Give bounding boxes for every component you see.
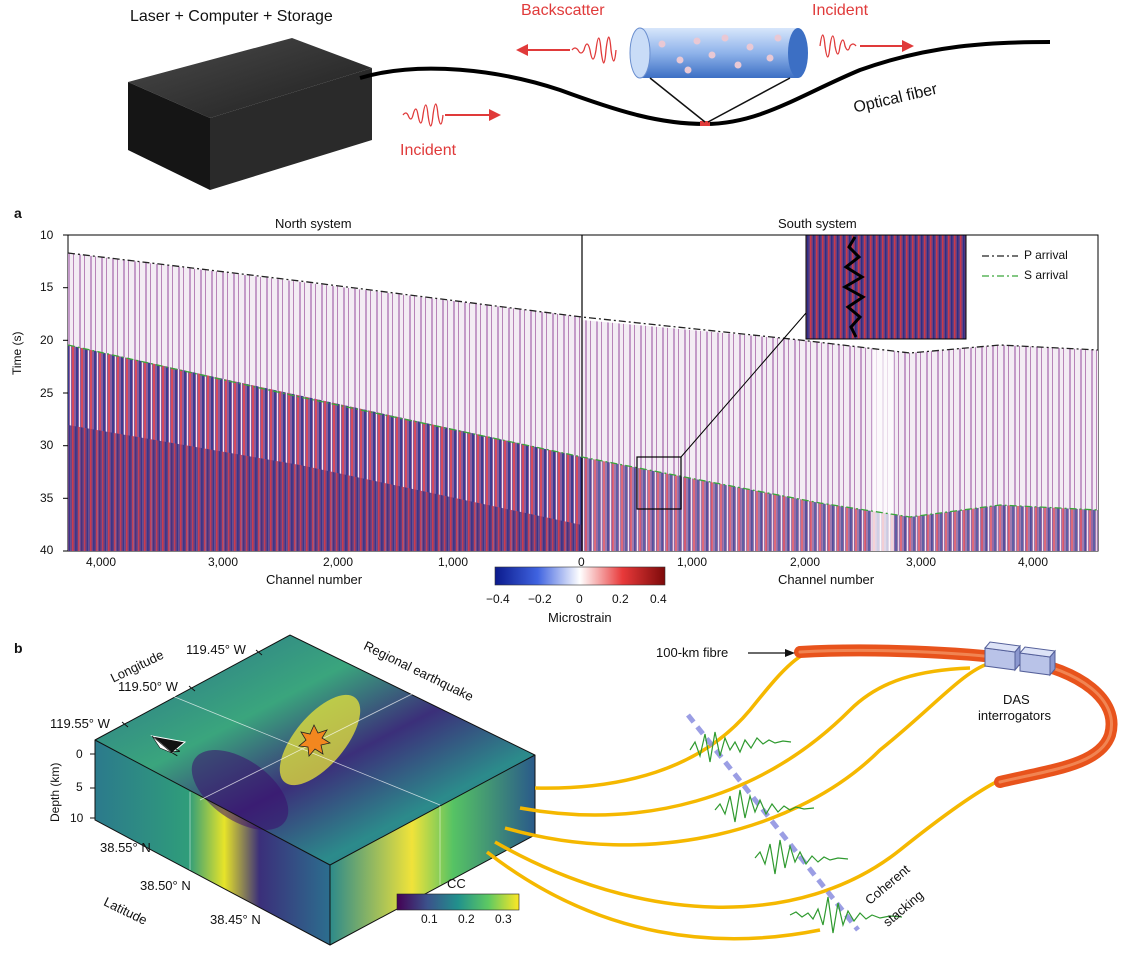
cc-tick-label: 0.3 (495, 912, 512, 926)
colorbar-tick: 0.4 (650, 592, 667, 606)
north-x-axis-label: Channel number (266, 572, 363, 587)
panel-b-letter: b (14, 640, 23, 656)
backscatter-wavelet (571, 36, 617, 64)
y-tick-label: 10 (40, 228, 54, 242)
x-tick-label: 0 (578, 555, 585, 569)
cc-colorbar (396, 893, 520, 911)
north-system-title: North system (275, 216, 352, 231)
x-tick-label: 2,000 (790, 555, 821, 569)
x-tick-label: 1,000 (438, 555, 469, 569)
lat-tick-label: 38.50° N (140, 878, 191, 893)
y-tick-label: 40 (40, 543, 54, 557)
colorbar-tick: −0.2 (528, 592, 552, 606)
south-system-title: South system (778, 216, 857, 231)
panel-a-letter: a (14, 205, 22, 221)
north-waveform-field (68, 253, 582, 551)
cc-tick-label: 0.1 (421, 912, 438, 926)
colorbar-tick: −0.4 (486, 592, 510, 606)
cc-tick-label: 0.2 (458, 912, 475, 926)
incident-wavelet-left (402, 103, 444, 127)
legend-p-arrival: P arrival (1024, 248, 1068, 262)
depth-tick-label: 0 (76, 747, 83, 761)
fibre-label: 100-km fibre (656, 645, 729, 660)
lat-tick-label: 38.55° N (100, 840, 151, 855)
colorbar-tick: 0 (576, 592, 583, 606)
lon-tick-label: 119.55° W (50, 716, 110, 731)
x-tick-label: 4,000 (86, 555, 117, 569)
lat-tick-label: 38.45° N (210, 912, 261, 927)
y-tick-label: 35 (40, 491, 54, 505)
y-tick-marks (63, 234, 68, 552)
device-label: Laser + Computer + Storage (130, 8, 333, 25)
laser-computer-box (128, 38, 372, 190)
coherent-stacking-line (686, 713, 860, 932)
cc-label: CC (447, 876, 466, 891)
panel-b-drawing (90, 634, 1118, 946)
south-waveform-field (582, 320, 1098, 551)
x-tick-label: 1,000 (677, 555, 708, 569)
legend-s-arrival: S arrival (1024, 268, 1069, 282)
cube-axis-ticks (90, 649, 263, 819)
y-tick-label: 20 (40, 333, 54, 347)
arrival-legend (982, 255, 1018, 277)
incident-label-right: Incident (812, 2, 869, 19)
schematic-drawing (128, 27, 1051, 190)
south-x-axis-label: Channel number (778, 572, 875, 587)
x-tick-label: 4,000 (1018, 555, 1049, 569)
x-tick-label: 3,000 (208, 555, 239, 569)
das-record-plot (63, 234, 1099, 586)
y-axis-label: Time (s) (10, 331, 24, 375)
fiber-core-cylinder (629, 27, 808, 79)
lon-tick-label: 119.45° W (186, 642, 246, 657)
das-label-line2: interrogators (978, 708, 1051, 723)
das-label-line1: DAS (1003, 692, 1030, 707)
microstrain-colorbar (494, 566, 666, 586)
colorbar-tick: 0.2 (612, 592, 629, 606)
backscatter-label: Backscatter (521, 2, 605, 19)
incident-label-left: Incident (400, 142, 457, 159)
depth-axis-label: Depth (km) (48, 762, 62, 822)
depth-tick-label: 5 (76, 780, 83, 794)
scatter-point (700, 121, 710, 126)
earthquake-star-icon (298, 724, 332, 757)
x-tick-label: 2,000 (323, 555, 354, 569)
zoom-box (636, 456, 682, 510)
depth-tick-label: 10 (70, 811, 84, 825)
cc-volume-cube (94, 634, 536, 946)
schematic: Laser + Computer + Storage Backscatter I… (0, 0, 1126, 195)
y-tick-label: 15 (40, 280, 54, 294)
lon-tick-label: 119.50° W (118, 679, 178, 694)
p-arrival-line (67, 252, 1099, 354)
y-tick-label: 25 (40, 386, 54, 400)
zoom-inset (805, 234, 967, 340)
x-tick-label: 3,000 (906, 555, 937, 569)
green-waveforms (689, 731, 903, 934)
das-interrogator-boxes (984, 641, 1056, 677)
s-arrival-line (67, 344, 1099, 518)
incident-wavelet-right (819, 34, 857, 58)
fibre-cables (485, 650, 1001, 941)
colorbar-label: Microstrain (548, 610, 612, 625)
y-tick-label: 30 (40, 438, 54, 452)
